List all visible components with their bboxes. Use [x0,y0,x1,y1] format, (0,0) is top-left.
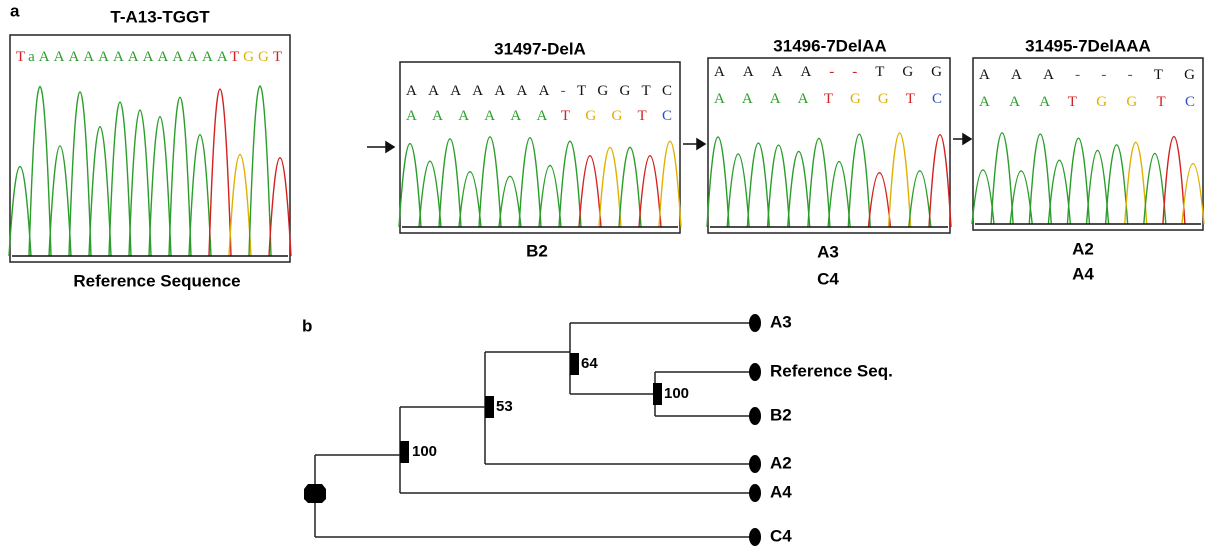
leaf-label: A2 [770,453,792,472]
bootstrap-label: 64 [581,355,598,372]
panel-title: 31495-7DelAAA [1025,36,1151,55]
panel-title: T-A13-TGGT [110,7,210,26]
leaf-marker [749,363,761,381]
leaf-label: C4 [770,526,792,545]
leaf-label: Reference Seq. [770,361,893,380]
tree [304,323,752,537]
leaf-label: A3 [770,312,792,331]
panel-caption: A4 [1072,264,1094,283]
bootstrap-label: 100 [412,443,437,460]
panel-title: 31496-7DelAA [773,36,886,55]
panel-label: a [10,1,20,20]
panel-title: 31497-DelA [494,39,586,58]
bootstrap-label: 53 [496,398,513,415]
leaf-marker [749,407,761,425]
panel-caption: A2 [1072,239,1094,258]
figure: a b T-A13-TGGTTaAAAAAAAAAAAAATGGTReferen… [0,0,1213,550]
panel-caption: B2 [526,241,548,260]
panel-caption: C4 [817,269,839,288]
leaf-label: B2 [770,405,792,424]
bootstrap-label: 100 [664,385,689,402]
panel-label: b [302,316,312,335]
leaf-marker [749,484,761,502]
leaf-marker [749,528,761,546]
leaf-marker [749,314,761,332]
leaf-marker [749,455,761,473]
leaf-label: A4 [770,482,792,501]
panel-caption: A3 [817,242,839,261]
panel-caption: Reference Sequence [73,271,240,290]
